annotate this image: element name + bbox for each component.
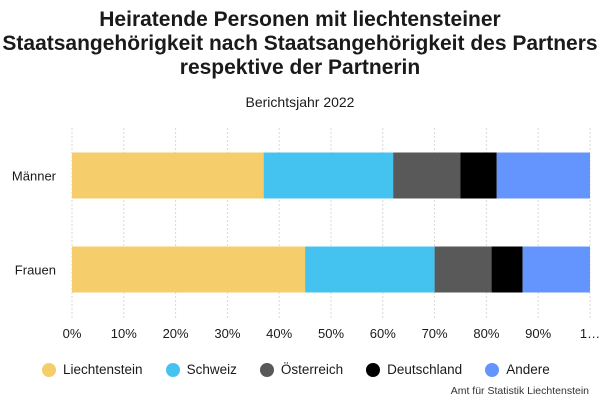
x-tick-label: 30% — [214, 326, 240, 341]
x-tick-label: 10% — [111, 326, 137, 341]
x-tick-label: 0% — [63, 326, 82, 341]
bar-segment-andere — [496, 152, 590, 199]
y-category-label: Frauen — [15, 263, 56, 278]
x-tick-label: 80% — [473, 326, 499, 341]
legend-item: Deutschland — [366, 362, 462, 377]
legend-item: Andere — [485, 362, 550, 377]
legend-label: Schweiz — [186, 362, 237, 377]
x-tick-label: 50% — [318, 326, 344, 341]
chart-legend: Liechtenstein Schweiz Österreich Deutschlan… — [42, 362, 573, 377]
bar-segment-deutschland — [491, 246, 523, 293]
bar-segment-andere — [522, 246, 590, 293]
x-tick-label: 60% — [370, 326, 396, 341]
x-tick-label: 90% — [525, 326, 551, 341]
x-tick-label: 70% — [422, 326, 448, 341]
bar-segment-deutschland — [460, 152, 497, 199]
legend-swatch — [259, 362, 274, 377]
x-tick-label: 40% — [266, 326, 292, 341]
legend-item: Österreich — [259, 362, 344, 377]
legend-label: Andere — [506, 362, 550, 377]
bar-segment-liechtenstein — [72, 152, 264, 199]
bar-segment-liechtenstein — [72, 246, 306, 293]
bar-segment-schweiz — [263, 152, 394, 199]
legend-item: Liechtenstein — [42, 362, 143, 377]
legend-swatch — [165, 362, 180, 377]
legend-label: Liechtenstein — [63, 362, 143, 377]
legend-label: Deutschland — [387, 362, 463, 377]
bar-segment-österreich — [434, 246, 492, 293]
y-category-label: Männer — [12, 169, 57, 184]
legend-swatch — [42, 362, 56, 377]
legend-item: Schweiz — [165, 362, 237, 377]
x-tick-label: 1… — [580, 326, 600, 341]
chart-title: Heiratende Personen mit liechtensteiner … — [2, 8, 598, 79]
bar-segment-schweiz — [305, 246, 435, 293]
x-tick-label: 20% — [163, 326, 189, 341]
legend-label: Österreich — [280, 362, 344, 377]
source-note: Amt für Statistik Liechtenstein — [450, 385, 589, 397]
legend-swatch — [366, 362, 381, 377]
legend-swatch — [485, 362, 500, 377]
chart-subtitle: Berichtsjahr 2022 — [245, 94, 355, 110]
bar-segment-österreich — [393, 152, 461, 199]
